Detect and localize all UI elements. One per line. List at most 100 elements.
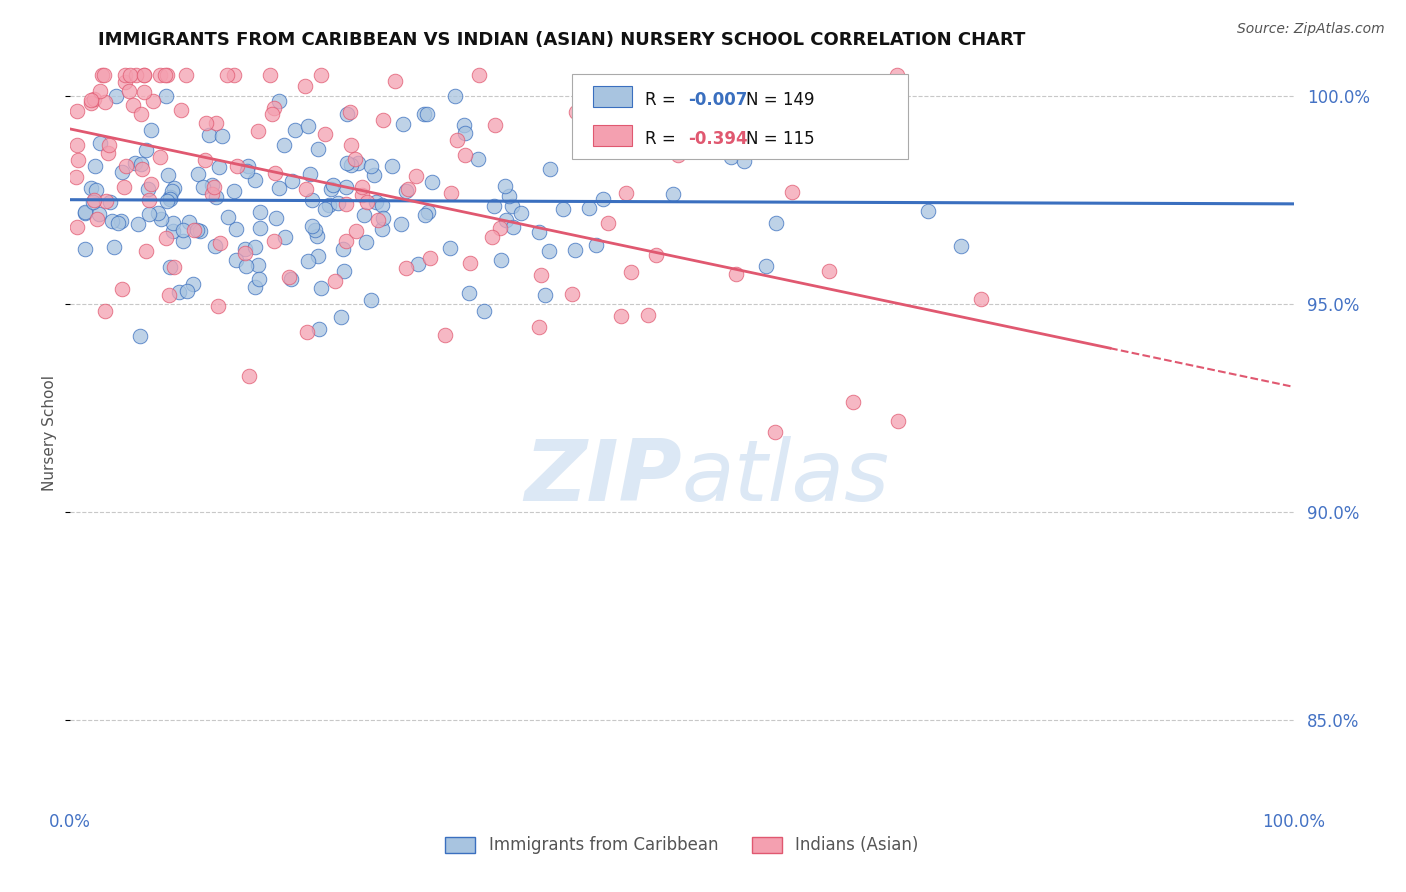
Point — [434, 328, 457, 343]
Legend: Immigrants from Caribbean, Indians (Asian): Immigrants from Caribbean, Indians (Asia… — [439, 830, 925, 861]
Point — [201, 186, 224, 201]
Point — [733, 154, 755, 169]
Point — [308, 322, 330, 336]
Point — [236, 160, 259, 174]
Point — [489, 220, 512, 235]
Point — [339, 105, 361, 120]
Point — [93, 68, 115, 82]
Point — [155, 230, 177, 244]
Point — [614, 186, 637, 201]
Point — [188, 224, 211, 238]
Point — [818, 264, 841, 278]
Point — [336, 107, 359, 121]
Point — [75, 205, 97, 219]
Point — [157, 288, 180, 302]
Point — [125, 68, 148, 82]
Point — [367, 212, 389, 227]
Point — [389, 217, 412, 231]
Point — [481, 229, 503, 244]
Point — [80, 93, 103, 107]
Point — [162, 224, 184, 238]
Point — [205, 190, 228, 204]
Bar — [592, 125, 631, 146]
Point — [418, 204, 440, 219]
Point — [159, 189, 181, 203]
Point — [620, 265, 643, 279]
Point — [309, 281, 332, 295]
Point — [413, 107, 436, 121]
Point — [103, 240, 125, 254]
Point — [585, 238, 607, 252]
Point — [156, 194, 179, 209]
Point — [131, 161, 153, 176]
Point — [83, 194, 105, 208]
Point — [127, 217, 149, 231]
Point — [468, 68, 491, 82]
Point — [354, 235, 377, 250]
Point — [207, 299, 229, 313]
Point — [191, 179, 214, 194]
Point — [405, 169, 427, 184]
Point — [132, 85, 155, 99]
Point — [201, 178, 224, 192]
Point — [236, 164, 259, 178]
Point — [314, 202, 336, 216]
Point — [138, 193, 160, 207]
Point — [80, 96, 103, 111]
Point — [274, 230, 297, 244]
Point — [132, 68, 155, 82]
Point — [267, 181, 290, 195]
Point — [107, 216, 129, 230]
Point — [307, 142, 329, 156]
Point — [336, 156, 359, 170]
Point — [363, 169, 385, 183]
Point — [155, 88, 177, 103]
Point — [105, 88, 128, 103]
Point — [314, 127, 336, 141]
Point — [142, 94, 165, 108]
Point — [153, 68, 176, 82]
Point — [139, 177, 162, 191]
Point — [495, 213, 517, 227]
Point — [225, 222, 247, 236]
Point — [284, 123, 307, 137]
Point — [297, 119, 319, 133]
Point — [225, 253, 247, 268]
Text: -0.394: -0.394 — [688, 129, 748, 148]
Point — [91, 68, 114, 82]
Point — [333, 263, 356, 277]
Point — [307, 249, 329, 263]
Point — [187, 167, 209, 181]
Point — [172, 222, 194, 236]
Point — [538, 244, 561, 258]
Point — [80, 181, 103, 195]
Point — [66, 104, 89, 119]
Text: N = 115: N = 115 — [745, 129, 814, 148]
Point — [204, 239, 226, 253]
Point — [156, 68, 179, 82]
Point — [350, 180, 373, 194]
Point — [422, 175, 444, 189]
Point — [440, 186, 463, 200]
Point — [309, 68, 332, 82]
Point — [439, 241, 461, 255]
Point — [246, 124, 269, 138]
Point — [263, 234, 285, 248]
Point — [222, 68, 245, 82]
Point — [323, 274, 346, 288]
Point — [472, 304, 495, 318]
Point — [263, 166, 285, 180]
Point — [491, 253, 513, 268]
Point — [384, 73, 406, 87]
Point — [969, 292, 991, 306]
Point — [454, 126, 477, 140]
Point — [176, 285, 198, 299]
Point — [501, 199, 523, 213]
Point — [443, 88, 465, 103]
Bar — [592, 86, 631, 107]
Point — [540, 162, 562, 177]
Point — [194, 153, 217, 167]
Point — [84, 183, 107, 197]
Point — [949, 239, 972, 253]
Point — [233, 242, 256, 256]
